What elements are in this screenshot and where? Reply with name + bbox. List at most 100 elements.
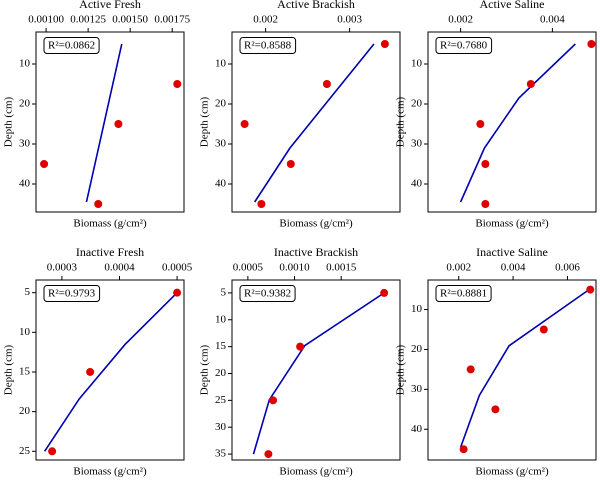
- y-tick-label: 10: [19, 326, 31, 338]
- annotation-box: [435, 37, 493, 55]
- plot-frame: [427, 279, 597, 461]
- y-axis-label: Depth (cm): [3, 344, 15, 395]
- y-tick-label: 10: [411, 303, 423, 315]
- y-tick-label: 15: [215, 340, 227, 352]
- y-axis-label: Depth (cm): [395, 344, 407, 395]
- y-tick-label: 30: [411, 383, 423, 395]
- y-axis-label: Depth (cm): [3, 96, 15, 147]
- x-tick-label: 0.0005: [233, 262, 264, 274]
- x-tick-label: 0.00125: [70, 14, 106, 26]
- y-tick-label: 20: [19, 98, 31, 110]
- r-squared: R²=0.9382: [244, 288, 291, 300]
- y-tick-label: 10: [411, 58, 423, 70]
- x-axis-label: Biomass (g/cm²): [475, 218, 549, 230]
- x-tick-label: 0.006: [555, 262, 580, 274]
- x-axis-label: Biomass (g/cm²): [475, 466, 549, 478]
- y-tick-label: 10: [215, 58, 227, 70]
- panel-title: Inactive Brackish: [274, 245, 358, 259]
- y-tick-label: 25: [19, 445, 31, 457]
- y-tick-label: 5: [221, 286, 227, 298]
- y-tick-label: 30: [19, 138, 31, 150]
- plot-frame: [35, 279, 185, 461]
- x-tick-label: 0.002: [448, 14, 473, 26]
- panel-title: Active Brackish: [277, 0, 355, 11]
- annotation-box: [43, 285, 101, 303]
- point: [40, 160, 49, 168]
- y-tick-label: 20: [215, 98, 227, 110]
- x-axis-label: Biomass (g/cm²): [73, 218, 147, 230]
- plot-frame: [231, 279, 401, 461]
- x-axis-label: Biomass (g/cm²): [279, 218, 353, 230]
- y-tick-label: 10: [215, 313, 227, 325]
- point: [380, 40, 389, 48]
- panel-title: Active Fresh: [79, 0, 141, 11]
- point: [322, 80, 331, 88]
- y-tick-label: 20: [411, 98, 423, 110]
- annotation-box: [43, 37, 100, 55]
- x-tick-label: 0.002: [446, 262, 471, 274]
- fit-line: [459, 288, 591, 448]
- point: [173, 80, 182, 88]
- x-axis-label: Biomass (g/cm²): [279, 466, 353, 478]
- x-tick-label: 0.0005: [162, 262, 193, 274]
- x-tick-label: 0.0003: [47, 262, 78, 274]
- point: [264, 450, 273, 459]
- r-squared: R²=0.8881: [440, 288, 487, 300]
- fit-line: [85, 43, 123, 203]
- panel-title: Inactive Saline: [476, 245, 548, 259]
- point: [114, 120, 123, 128]
- point: [86, 367, 95, 376]
- x-tick-label: 0.00100: [28, 14, 64, 26]
- annotation-box: [435, 285, 492, 303]
- point: [48, 447, 57, 456]
- point: [286, 160, 295, 168]
- point: [269, 396, 278, 405]
- x-tick-label: 0.002: [253, 14, 278, 26]
- fit-line: [254, 43, 375, 203]
- panel-title: Active Saline: [480, 0, 545, 11]
- y-tick-label: 40: [215, 178, 227, 190]
- y-tick-label: 30: [215, 421, 227, 433]
- point: [586, 285, 595, 294]
- y-tick-label: 40: [411, 178, 423, 190]
- point: [481, 200, 490, 208]
- x-tick-label: 0.00175: [154, 14, 190, 26]
- annotation-box: [239, 285, 296, 303]
- y-tick-label: 5: [25, 286, 31, 298]
- y-tick-label: 20: [215, 367, 227, 379]
- y-tick-label: 15: [19, 366, 31, 378]
- point: [587, 40, 596, 48]
- x-tick-label: 0.004: [540, 14, 565, 26]
- point: [240, 120, 249, 128]
- x-tick-label: 0.0010: [279, 262, 310, 274]
- point: [466, 365, 475, 374]
- point: [459, 445, 468, 454]
- point: [173, 288, 182, 297]
- y-tick-label: 25: [215, 394, 227, 406]
- y-tick-label: 40: [411, 423, 423, 435]
- y-axis-label: Depth (cm): [395, 96, 407, 147]
- y-tick-label: 20: [19, 405, 31, 417]
- x-tick-label: 0.004: [501, 262, 526, 274]
- point: [491, 405, 500, 414]
- point: [476, 120, 485, 128]
- y-tick-label: 10: [19, 58, 31, 70]
- fit-line: [459, 43, 576, 203]
- y-tick-label: 40: [19, 178, 31, 190]
- plot-frame: [231, 31, 401, 213]
- panel-title: Inactive Fresh: [76, 245, 144, 259]
- r-squared: R²=0.0862: [48, 40, 95, 52]
- x-tick-label: 0.003: [337, 14, 362, 26]
- plot-frame: [427, 31, 597, 213]
- y-axis-label: Depth (cm): [199, 96, 211, 147]
- point: [257, 200, 266, 208]
- point: [539, 325, 548, 334]
- y-tick-label: 30: [215, 138, 227, 150]
- x-tick-label: 0.00150: [112, 14, 148, 26]
- point: [380, 288, 389, 297]
- point: [481, 160, 490, 168]
- y-tick-label: 30: [411, 138, 423, 150]
- annotation-box: [239, 37, 297, 55]
- x-axis-label: Biomass (g/cm²): [73, 466, 147, 478]
